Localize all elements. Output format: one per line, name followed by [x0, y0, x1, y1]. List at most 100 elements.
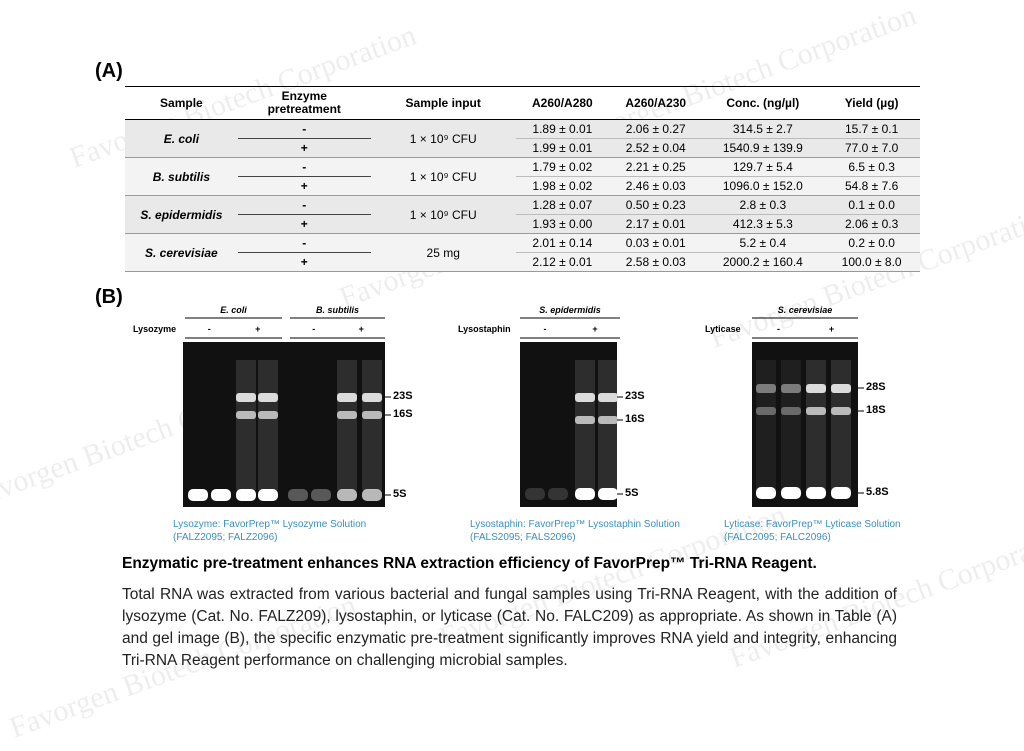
value-cell: 2.17 ± 0.01: [625, 217, 686, 231]
table-row: S. epidermidis - 1 × 10⁹ CFU 1.28 ± 0.07 0.5…: [125, 195, 920, 222]
header-cell: Conc. (ng/µl): [726, 95, 800, 110]
value-cell: 54.8 ± 7.6: [844, 179, 899, 193]
value-cell: 1096.0 ± 152.0: [722, 179, 803, 193]
sample-input: 1 × 10⁹ CFU: [409, 207, 477, 222]
value-cell: 1540.9 ± 139.9: [722, 141, 803, 155]
value-cell: 2.06 ± 0.27: [609, 119, 703, 139]
sample-name: E. coli: [163, 131, 200, 146]
value-cell: 1.98 ± 0.02: [532, 179, 593, 193]
enzyme-cell: +: [300, 255, 308, 269]
rna-smear: [236, 360, 256, 490]
lane-label: -: [543, 324, 547, 334]
enzyme-label: Lysozyme: [133, 324, 177, 334]
lane-label: +: [828, 324, 835, 334]
marker-label: 16S: [625, 413, 645, 425]
value-cell: 2.01 ± 0.14: [515, 233, 610, 253]
rna-band: [781, 384, 801, 393]
rna-smear: [781, 360, 801, 490]
value-cell: 2.52 ± 0.04: [625, 141, 686, 155]
gel-image: [183, 342, 385, 507]
gel-caption: (FALS2095; FALS2096): [470, 532, 576, 543]
table-row: +1.98 ± 0.02 2.46 ± 0.03 1096.0 ± 152.0 54.…: [125, 176, 920, 196]
gel-caption: Lysostaphin: FavorPrep™ Lysostaphin Solu…: [470, 519, 680, 530]
caption-title: Enzymatic pre-treatment enhances RNA ext…: [122, 555, 817, 572]
sample-input: 25 mg: [426, 245, 460, 260]
marker-label: 5S: [625, 487, 639, 499]
value-cell: 1.89 ± 0.01: [515, 119, 610, 139]
enzyme-cell: +: [300, 217, 308, 231]
gel-image: [752, 342, 858, 507]
lane-label: -: [207, 324, 211, 334]
value-cell: 2.58 ± 0.03: [625, 255, 686, 269]
header-cell: A260/A230: [625, 95, 687, 110]
marker-label: 23S: [393, 390, 413, 402]
table: Sample Enzyme pretreatment Sample input A26…: [125, 86, 920, 272]
rna-band: [362, 489, 382, 501]
rna-band: [756, 407, 776, 415]
gel-caption: (FALZ2095; FALZ2096): [173, 532, 278, 543]
rna-band: [831, 487, 851, 499]
value-cell: 2.06 ± 0.3: [844, 217, 899, 231]
header-cell: Yield (µg): [844, 95, 899, 110]
panel-label: (B): [95, 286, 123, 308]
rna-band: [575, 416, 595, 424]
rna-band: [806, 487, 826, 499]
enzyme-cell: -: [237, 233, 371, 253]
lane-label: +: [592, 324, 598, 334]
value-cell: 0.50 ± 0.23: [609, 195, 703, 215]
header-cell: A260/A280: [532, 95, 593, 110]
species-label: S. cerevisiae: [777, 305, 833, 315]
rna-band: [236, 411, 256, 419]
sample-name: S. epidermidis: [140, 207, 223, 222]
rna-smear: [362, 360, 382, 490]
rna-band: [337, 393, 357, 402]
rna-band: [236, 393, 256, 402]
value-cell: 0.1 ± 0.0: [823, 195, 920, 215]
gel-caption: (FALC2095; FALC2096): [724, 532, 831, 543]
value-cell: 314.5 ± 2.7: [702, 119, 824, 139]
table-row: +1.99 ± 0.01 2.52 ± 0.04 1540.9 ± 139.9 77.…: [125, 138, 920, 158]
rna-smear: [337, 360, 357, 490]
rna-smear: [258, 360, 278, 490]
marker-label: 23S: [625, 390, 645, 402]
value-cell: 2.21 ± 0.25: [609, 157, 703, 177]
rna-band: [258, 393, 278, 402]
marker-label: 28S: [866, 381, 886, 393]
value-cell: 2.46 ± 0.03: [625, 179, 686, 193]
rna-smear: [831, 360, 851, 490]
value-cell: 100.0 ± 8.0: [841, 255, 902, 269]
table-row: +1.93 ± 0.00 2.17 ± 0.01 412.3 ± 5.3 2.06 ±…: [125, 214, 920, 234]
value-cell: 0.2 ± 0.0: [823, 233, 920, 253]
header-row: Sample Enzyme pretreatment Sample input A26…: [125, 86, 920, 120]
enzyme-label: Lysostaphin: [458, 324, 511, 334]
value-cell: 1.93 ± 0.00: [532, 217, 593, 231]
value-cell: 15.7 ± 0.1: [823, 119, 920, 139]
sample-name: B. subtilis: [152, 169, 211, 184]
lane-label: -: [312, 324, 316, 334]
rna-smear: [575, 360, 595, 490]
rna-band: [236, 489, 256, 501]
enzyme-cell: +: [300, 179, 308, 193]
rna-band: [806, 407, 826, 415]
rna-band: [311, 489, 331, 501]
rna-band: [188, 489, 208, 501]
enzyme-cell: +: [300, 141, 308, 155]
sample-input: 1 × 10⁹ CFU: [409, 169, 477, 184]
marker-label: 5S: [393, 488, 407, 500]
rna-band: [337, 489, 357, 501]
value-cell: 2.12 ± 0.01: [532, 255, 593, 269]
rna-band: [288, 489, 308, 501]
species-label: S. epidermidis: [539, 305, 601, 315]
enzyme-label: Lyticase: [705, 324, 741, 334]
sample-name: S. cerevisiae: [145, 245, 218, 260]
rna-band: [598, 416, 618, 424]
table-row: E. coli - 1 × 10⁹ CFU 1.89 ± 0.01 2.06 ± 0.2…: [125, 119, 920, 146]
rna-band: [806, 384, 826, 393]
value-cell: 1.99 ± 0.01: [532, 141, 593, 155]
header-cell: Enzyme pretreatment: [267, 89, 341, 116]
rna-smear: [806, 360, 826, 490]
rna-band: [548, 488, 568, 500]
value-cell: 5.2 ± 0.4: [702, 233, 824, 253]
rna-band: [575, 488, 595, 500]
gel-image: [520, 342, 617, 507]
